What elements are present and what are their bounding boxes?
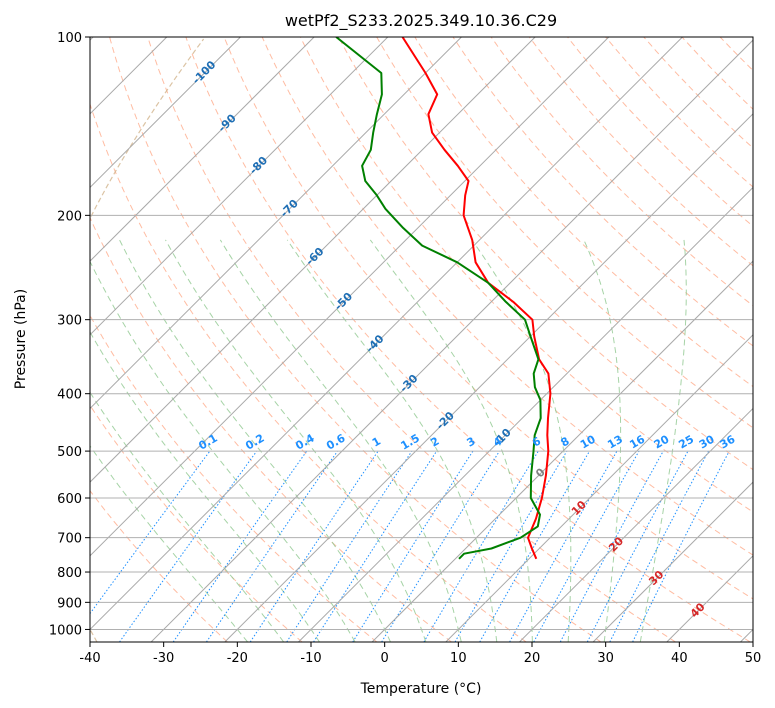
mixing-ratio-line bbox=[172, 450, 308, 642]
mixing-ratio-line bbox=[533, 450, 640, 642]
dry-adiabat bbox=[223, 37, 753, 600]
chart-title: wetPf2_S233.2025.349.10.36.C29 bbox=[285, 11, 557, 31]
dry-adiabat bbox=[109, 37, 602, 642]
isotherm-line bbox=[519, 407, 753, 642]
moist-adiabat bbox=[90, 260, 356, 642]
data-series bbox=[335, 37, 552, 560]
x-tick-label: 10 bbox=[450, 651, 467, 666]
isotherm-line bbox=[592, 481, 753, 642]
moist-adiabat bbox=[165, 239, 427, 642]
mixing-ratio-line bbox=[632, 450, 730, 642]
isotherm-line bbox=[224, 113, 753, 642]
isotherm-line bbox=[90, 37, 610, 557]
y-tick-label: 800 bbox=[57, 566, 82, 581]
moist-adiabat bbox=[90, 445, 248, 642]
x-tick-label: 0 bbox=[381, 651, 389, 666]
mixing-ratio-line bbox=[479, 450, 591, 642]
y-tick-label: 1000 bbox=[49, 623, 82, 638]
y-tick-label: 900 bbox=[57, 596, 82, 611]
isotherm-line bbox=[90, 37, 241, 189]
dry-adiabat bbox=[490, 37, 753, 307]
y-tick-label: 500 bbox=[57, 445, 82, 460]
temperature-profile bbox=[401, 37, 552, 560]
x-tick-label: 20 bbox=[524, 651, 541, 666]
dewpoint-profile bbox=[335, 37, 542, 560]
y-tick-label: 300 bbox=[57, 314, 82, 329]
dry-adiabat bbox=[147, 37, 676, 642]
x-tick-label: -30 bbox=[153, 651, 174, 666]
mixing-ratio-line bbox=[249, 450, 379, 642]
mixing-ratio-line bbox=[313, 450, 438, 642]
isotherm-line bbox=[371, 260, 753, 642]
isotherm-line bbox=[90, 37, 683, 631]
dry-adiabat bbox=[90, 489, 228, 642]
mixing-ratio-line bbox=[119, 450, 258, 642]
x-tick-label: 50 bbox=[745, 651, 762, 666]
moist-adiabat bbox=[583, 239, 622, 642]
axes: -40 -30 -20 -10 0 10 20 30 40 50 100 200 300 400 500 60… bbox=[49, 31, 761, 666]
dry-adiabat bbox=[643, 37, 753, 149]
x-tick-label: 30 bbox=[597, 651, 614, 666]
x-tick-label: -10 bbox=[300, 651, 321, 666]
dry-adiabat bbox=[338, 37, 753, 471]
curved-reference-line bbox=[90, 38, 205, 642]
x-tick-label: -20 bbox=[227, 651, 248, 666]
plot-frame bbox=[89, 36, 754, 643]
moist-adiabat bbox=[90, 330, 320, 642]
dry-adiabat bbox=[528, 37, 753, 267]
isotherm-line bbox=[150, 39, 753, 642]
dry-adiabat bbox=[90, 102, 527, 642]
mixing-ratio-line bbox=[352, 450, 474, 642]
dry-adiabat bbox=[452, 37, 753, 347]
y-tick-label: 400 bbox=[57, 388, 82, 403]
moist-adiabat bbox=[119, 239, 391, 642]
y-tick-label: 700 bbox=[57, 532, 82, 547]
dry-adiabat bbox=[90, 216, 452, 642]
dry-adiabat bbox=[90, 404, 303, 642]
isotherm-line bbox=[90, 37, 315, 262]
mixing-ratio-line bbox=[423, 450, 539, 642]
isotherm-line bbox=[90, 37, 462, 410]
dry-adiabat bbox=[185, 37, 751, 642]
isotherm-line bbox=[298, 186, 753, 642]
x-tick-label: -40 bbox=[79, 651, 100, 666]
y-tick-label: 600 bbox=[57, 492, 82, 507]
dry-adiabat bbox=[376, 37, 753, 429]
y-axis-title: Pressure (hPa) bbox=[13, 289, 29, 389]
dry-adiabat bbox=[414, 37, 753, 388]
mixing-ratio-line bbox=[205, 450, 338, 642]
moist-adiabat bbox=[639, 239, 687, 642]
mixing-ratio-line bbox=[454, 450, 568, 642]
y-tick-label: 200 bbox=[57, 209, 82, 224]
dry-adiabat bbox=[261, 37, 753, 556]
isotherm-line bbox=[445, 334, 753, 642]
x-axis-title: Temperature (°C) bbox=[360, 681, 482, 697]
y-tick-label: 100 bbox=[57, 31, 82, 46]
dry-adiabat bbox=[90, 314, 378, 642]
moist-adiabat bbox=[286, 239, 498, 642]
isotherm-line bbox=[90, 37, 536, 483]
x-tick-label: 40 bbox=[671, 651, 688, 666]
isotherm-line bbox=[90, 37, 389, 336]
mixing-ratio-line bbox=[286, 450, 413, 642]
